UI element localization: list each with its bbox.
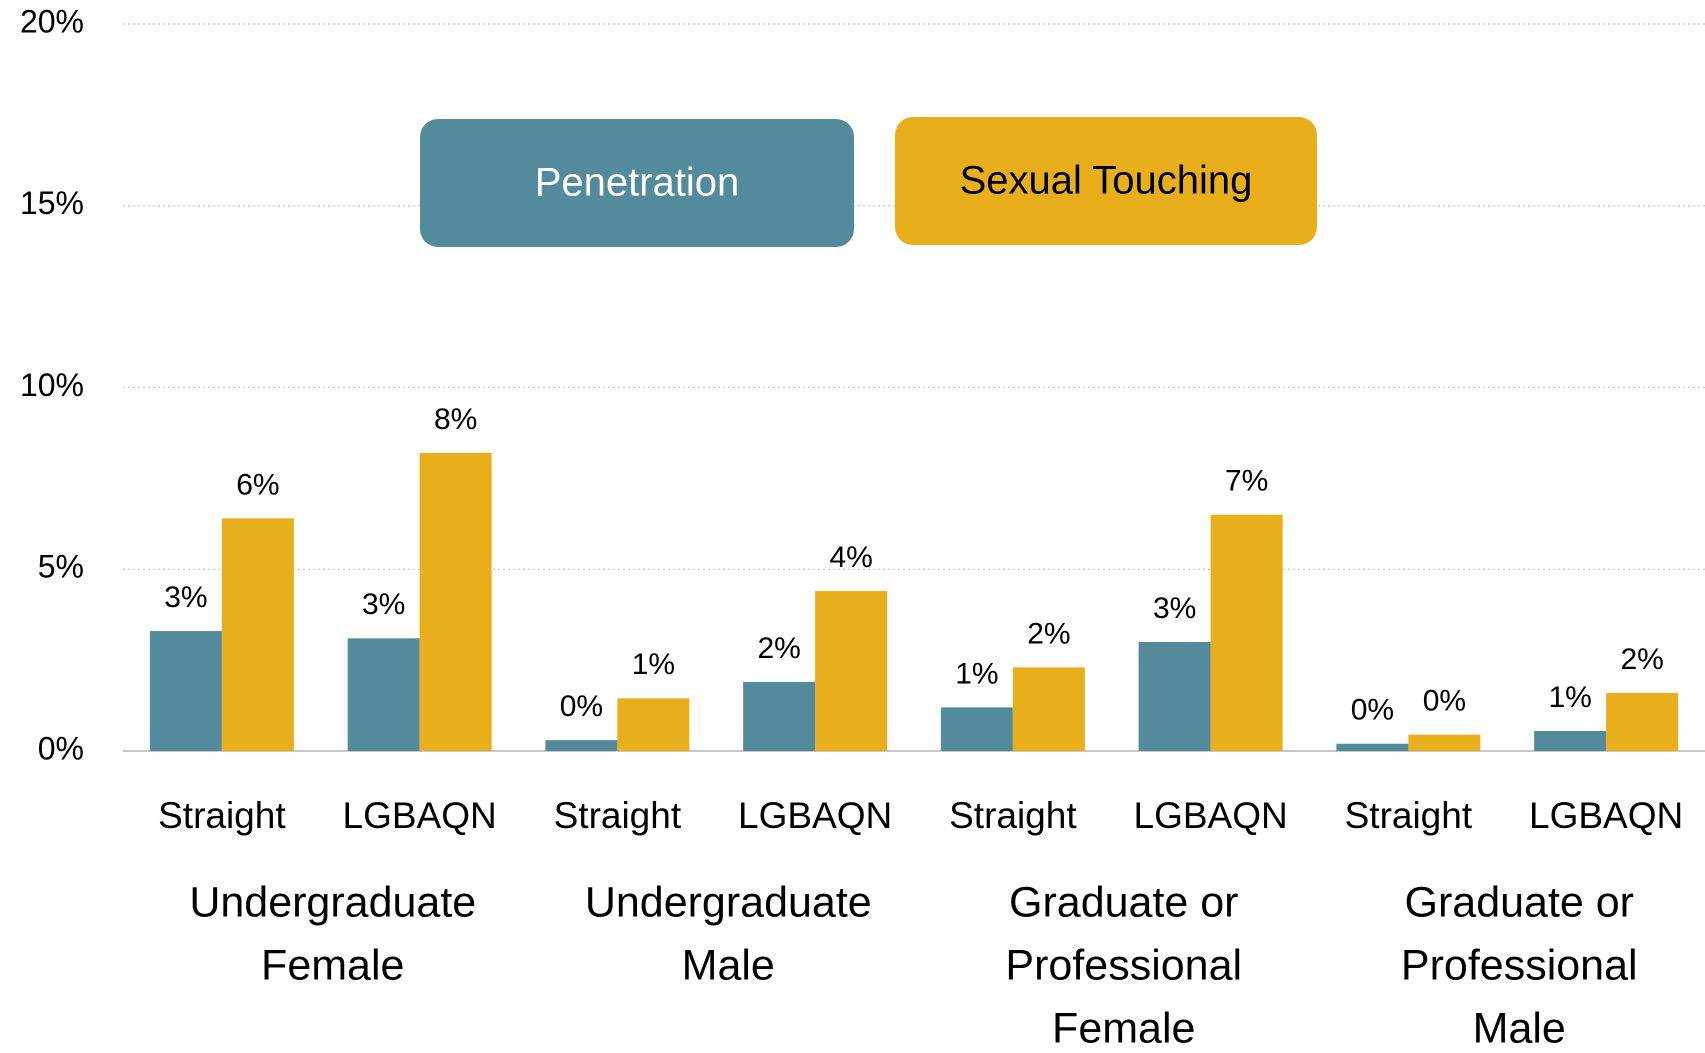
value-label: 0% xyxy=(1351,694,1394,727)
y-tick-label: 15% xyxy=(20,185,84,221)
value-label: 2% xyxy=(1620,643,1663,676)
bar xyxy=(617,698,690,751)
legend-swatch xyxy=(895,117,1317,245)
group-label: Female xyxy=(261,941,404,989)
bar xyxy=(545,740,618,751)
bar xyxy=(743,681,816,751)
x-tick-label: LGBAQN xyxy=(1134,795,1288,836)
y-tick-label: 10% xyxy=(20,367,84,403)
bar xyxy=(1408,734,1481,751)
bar xyxy=(347,638,420,751)
bar xyxy=(1138,641,1211,751)
group-label: Professional xyxy=(1005,941,1242,989)
group-label: Undergraduate xyxy=(189,878,476,926)
value-label: 2% xyxy=(1027,617,1070,650)
group-label: Graduate or xyxy=(1405,878,1634,926)
bar xyxy=(940,707,1013,751)
legend-label: Sexual Touching xyxy=(960,159,1253,203)
x-tick-label: Straight xyxy=(949,795,1077,836)
value-label: 7% xyxy=(1225,465,1268,498)
group-label: Male xyxy=(1473,1004,1566,1052)
legend-swatch xyxy=(420,119,854,247)
value-label: 3% xyxy=(362,588,405,621)
value-label: 4% xyxy=(829,541,872,574)
value-label: 0% xyxy=(560,690,603,723)
group-label: Graduate or xyxy=(1009,878,1238,926)
x-tick-label: Straight xyxy=(554,795,682,836)
value-label: 1% xyxy=(632,648,675,681)
value-label: 6% xyxy=(236,468,279,501)
group-label: Professional xyxy=(1401,941,1638,989)
group-label: Male xyxy=(682,941,775,989)
bar xyxy=(1606,692,1679,751)
y-tick-label: 20% xyxy=(20,3,84,39)
value-label: 8% xyxy=(434,403,477,436)
y-tick-label: 0% xyxy=(38,730,84,766)
value-label: 2% xyxy=(757,632,800,665)
y-tick-label: 5% xyxy=(38,549,84,585)
bar xyxy=(221,518,294,751)
x-tick-label: LGBAQN xyxy=(738,795,892,836)
group-label: Female xyxy=(1052,1004,1195,1052)
legend-label: Penetration xyxy=(535,161,740,205)
value-label: 3% xyxy=(1153,592,1196,625)
group-label: Undergraduate xyxy=(585,878,872,926)
bar xyxy=(149,631,222,751)
value-label: 1% xyxy=(1548,681,1591,714)
bar xyxy=(419,452,492,751)
x-tick-label: Straight xyxy=(1345,795,1473,836)
value-label: 3% xyxy=(164,581,207,614)
bar xyxy=(1012,667,1085,751)
x-tick-label: Straight xyxy=(158,795,286,836)
x-tick-label: LGBAQN xyxy=(343,795,497,836)
bar xyxy=(1534,731,1607,751)
bar xyxy=(1210,514,1283,751)
bar xyxy=(815,591,888,751)
value-label: 1% xyxy=(955,657,998,690)
bar xyxy=(1336,743,1409,751)
x-tick-label: LGBAQN xyxy=(1529,795,1683,836)
value-label: 0% xyxy=(1423,685,1466,718)
